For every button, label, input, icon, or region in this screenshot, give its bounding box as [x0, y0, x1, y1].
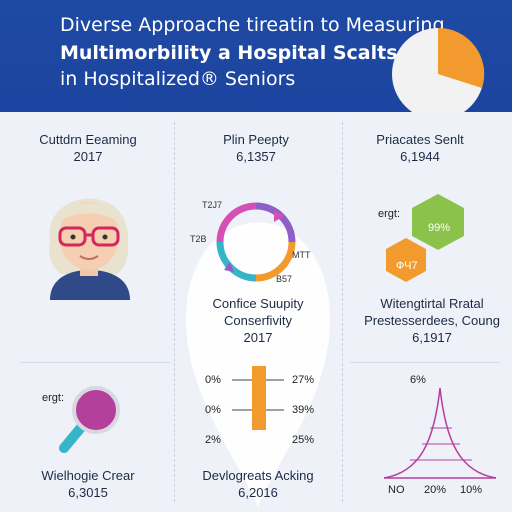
stat-3-label: Priacates Senlt — [376, 132, 464, 147]
linechart-top-label: 6% — [410, 374, 426, 386]
cycle-label-bottom: B57 — [276, 274, 293, 284]
magnifier-tag: ergt: — [42, 392, 65, 404]
magnifier-caption-value: 6,3015 — [68, 485, 108, 500]
stat-1-value: 2017 — [73, 149, 103, 164]
bar-caption-label: Devlogreats Acking — [202, 468, 314, 483]
cycle-label-left: T2B — [190, 234, 207, 244]
title-line-2: Multimorbility a Hospital Scalts — [60, 42, 398, 64]
cycle-caption-value: 2017 — [243, 330, 273, 345]
stat-1-label: Cuttdrn Eeaming — [39, 132, 137, 147]
hexagon-cluster-icon — [386, 194, 464, 282]
cycle-diagram-icon — [216, 202, 296, 282]
hexagon-tag: ergt: — [378, 208, 401, 220]
cycle-label-right: MTT — [292, 250, 311, 260]
bar-right-label: 25% — [292, 434, 315, 446]
cycle-label-top-left: T2J7 — [202, 200, 223, 210]
column-divider — [342, 122, 344, 502]
peak-line-chart-graphic — [383, 387, 497, 479]
cycle-caption-line-2: Conserfivity — [224, 313, 292, 328]
stat-3-value: 6,1944 — [400, 149, 440, 164]
infographic-panel: Cuttdrn Eeaming 2017 Plin Peepty 6,1357 … — [0, 112, 512, 512]
magnifier-caption-label: Wielhogie Crear — [41, 468, 135, 483]
bar-caption-value: 6,2016 — [238, 485, 278, 500]
header-pie-icon — [392, 27, 485, 112]
title-line-1: Diverse Approache tireatin to Measuring — [60, 14, 445, 36]
bar-left-label: 0% — [205, 374, 221, 386]
row-divider — [20, 362, 170, 364]
bar-chart-graphic — [232, 366, 284, 430]
magnifier-icon — [59, 386, 120, 453]
senior-avatar-icon — [49, 198, 130, 300]
linechart-bottom-label: 20% — [424, 484, 447, 496]
bar-right-label: 39% — [292, 404, 315, 416]
column-divider — [174, 122, 176, 502]
drop-shape-background — [186, 222, 330, 508]
header-banner: Diverse Approache tireatin to Measuring … — [0, 0, 512, 112]
title-line-3: in Hospitalized® Seniors — [60, 68, 296, 90]
bar-left-label: 2% — [205, 434, 221, 446]
hexagon-green-label: 99% — [428, 222, 451, 234]
hexagon-caption-value: 6,1917 — [412, 330, 452, 345]
linechart-bottom-label: NO — [388, 484, 405, 496]
bar-left-label: 0% — [205, 404, 221, 416]
hexagon-caption-line-2: Prestesserdees, Coung — [364, 313, 500, 328]
stat-2-label: Plin Peepty — [223, 132, 289, 147]
hexagon-orange-label: ФЧ7 — [396, 260, 418, 272]
cycle-caption-line-1: Confice Suupity — [212, 296, 304, 311]
row-divider — [350, 362, 500, 364]
hexagon-caption-line-1: Witengtirtal Rratal — [380, 296, 484, 311]
stat-2-value: 6,1357 — [236, 149, 276, 164]
linechart-bottom-label: 10% — [460, 484, 483, 496]
bar-right-label: 27% — [292, 374, 315, 386]
